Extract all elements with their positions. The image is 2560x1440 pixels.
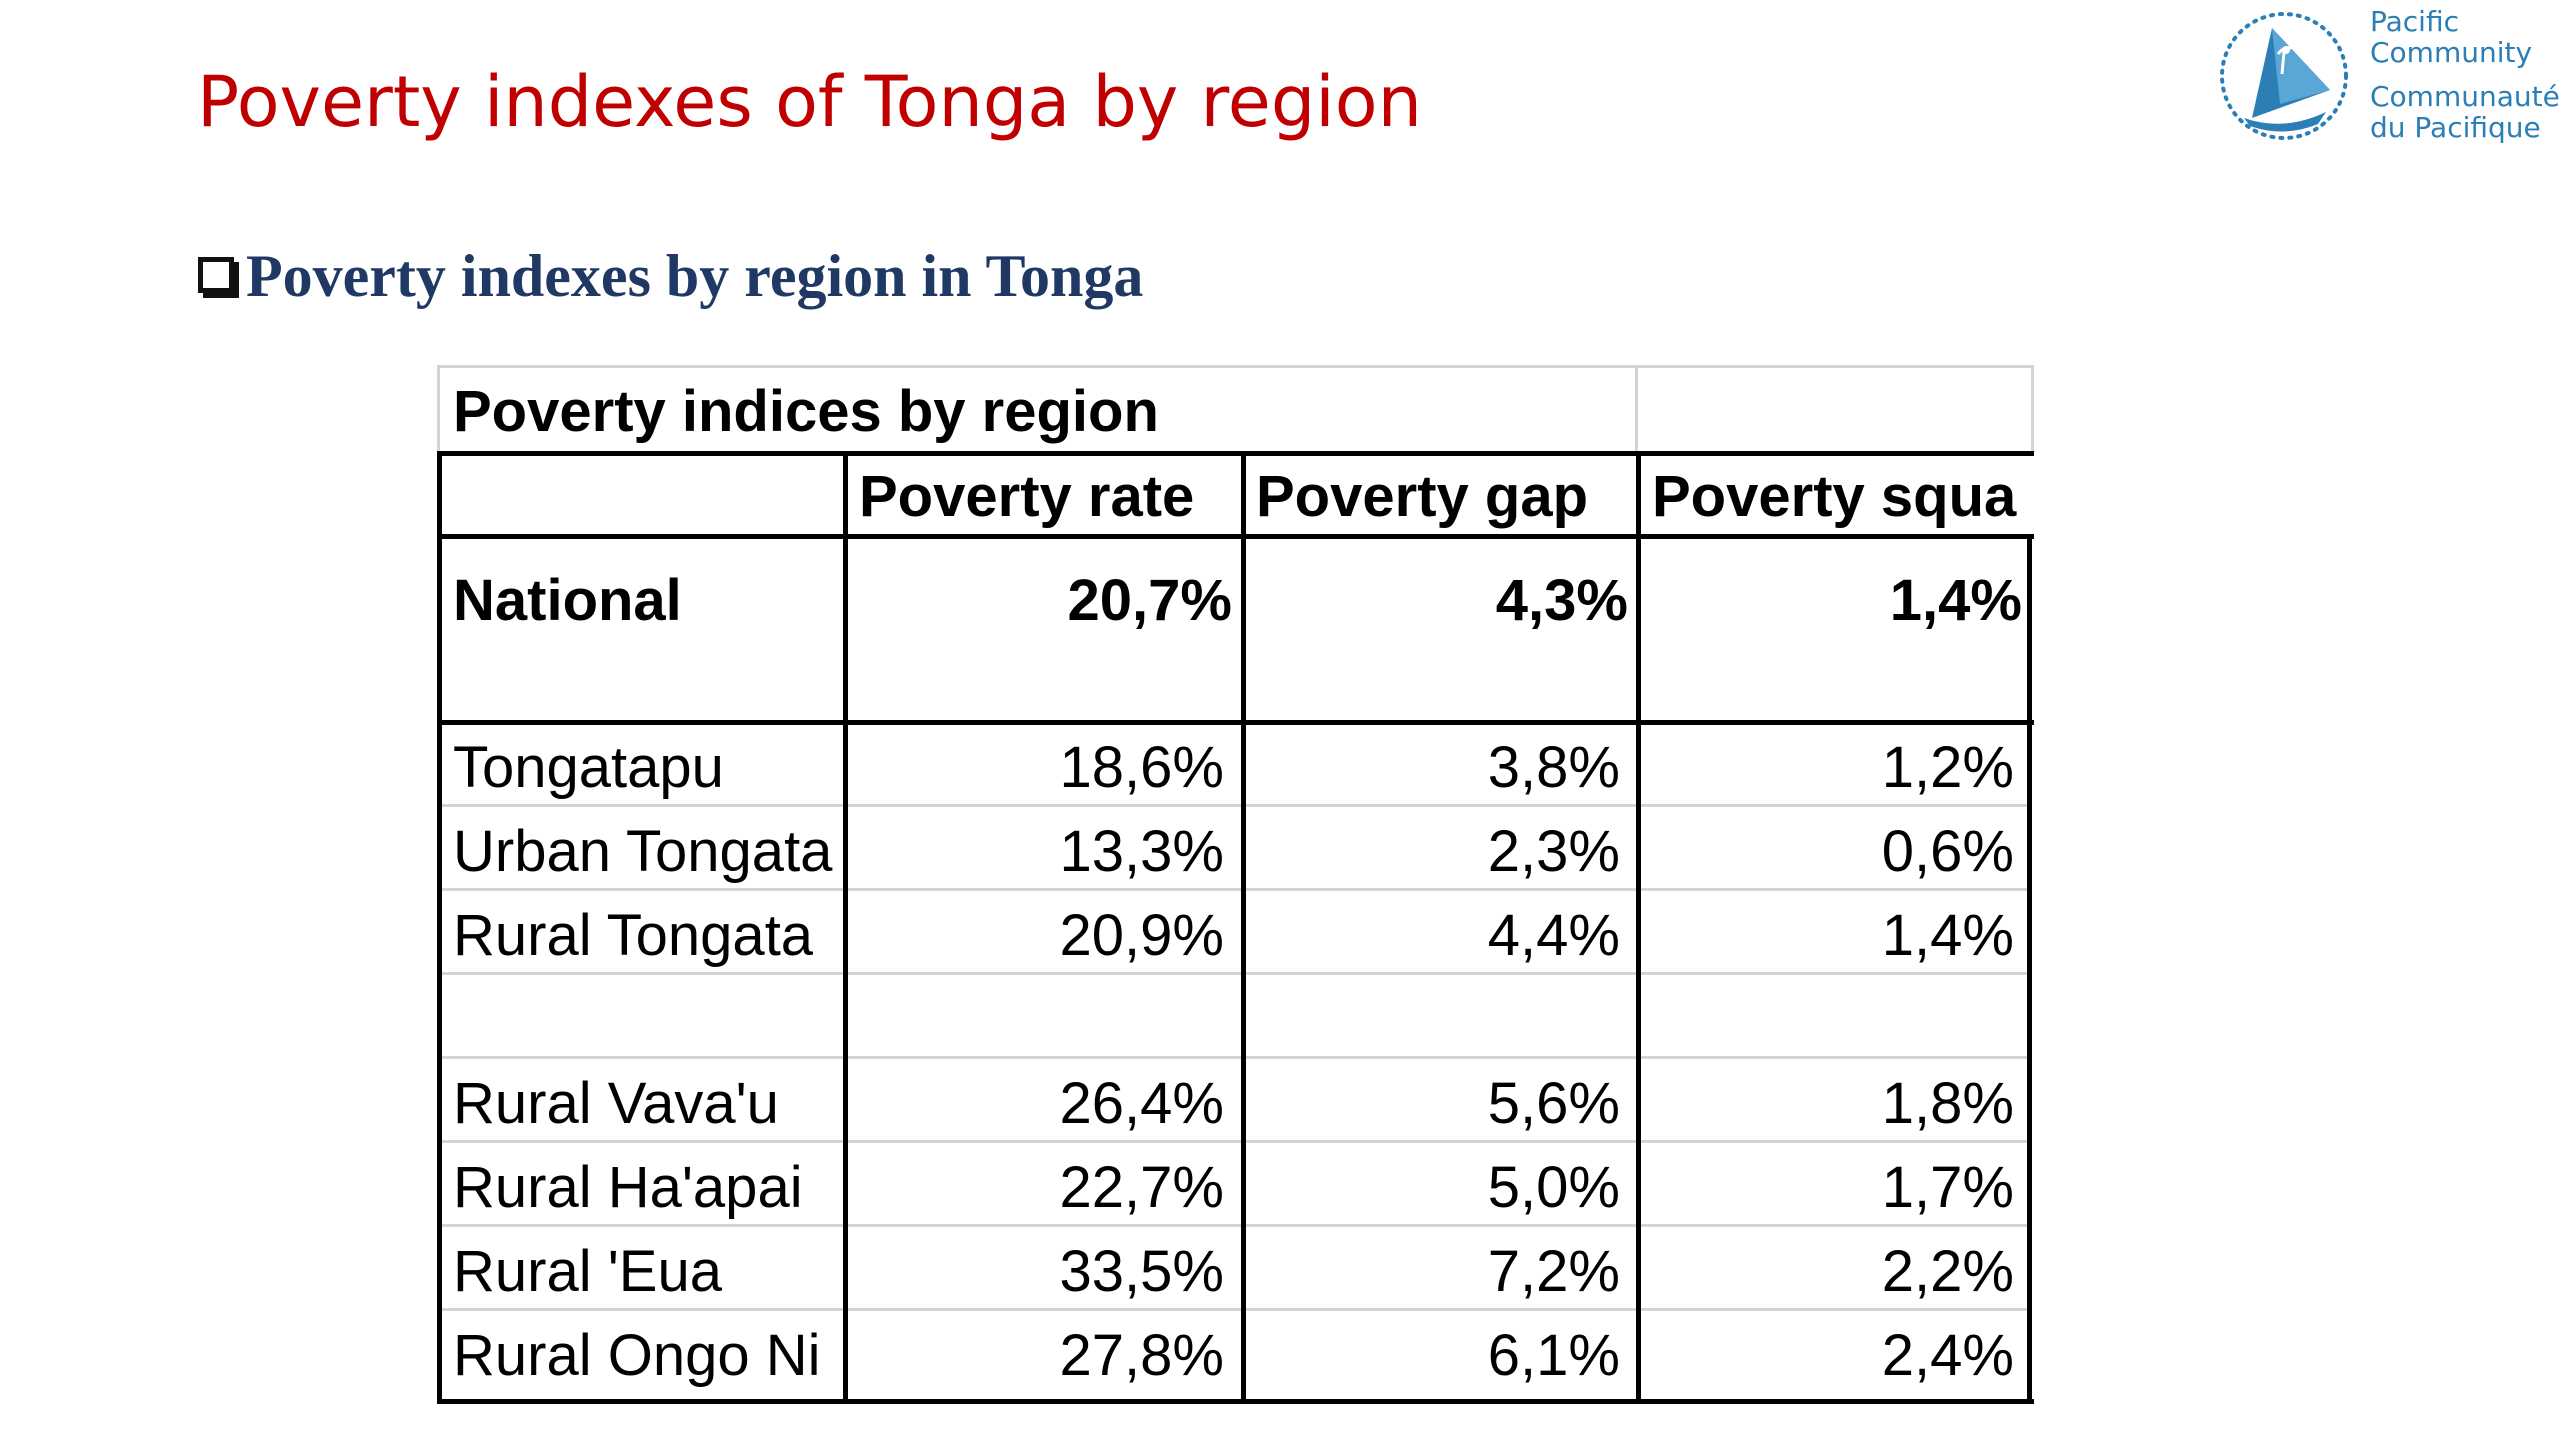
column-header-poverty-squared: Poverty squa [1652, 468, 2017, 529]
poverty-rate-value: 13,3% [1059, 823, 1224, 884]
table-border [1636, 451, 1641, 1404]
poverty-rate-value: 27,8% [1059, 1327, 1224, 1388]
region-label: Rural Vava'u [453, 1075, 779, 1136]
table-border [1635, 365, 1638, 453]
poverty-squared-value: 2,2% [1881, 1243, 2014, 1304]
poverty-gap-value: 3,8% [1487, 739, 1620, 800]
table-border [2027, 534, 2032, 1404]
checkbox-bullet-icon [198, 257, 234, 293]
table-border [442, 972, 2032, 975]
national-poverty-rate: 20,7% [1067, 572, 1232, 633]
spc-sail-logo-icon [2220, 12, 2348, 140]
poverty-squared-value: 1,2% [1881, 739, 2014, 800]
table-border [437, 720, 2034, 725]
poverty-squared-value: 1,7% [1881, 1159, 2014, 1220]
poverty-gap-value: 5,6% [1487, 1075, 1620, 1136]
table-border [437, 534, 2034, 539]
poverty-squared-value: 2,4% [1881, 1327, 2014, 1388]
poverty-gap-value: 5,0% [1487, 1159, 1620, 1220]
logo-line: Communauté [2370, 80, 2560, 113]
logo-line: du Pacifique [2370, 111, 2541, 144]
poverty-rate-value: 33,5% [1059, 1243, 1224, 1304]
poverty-table: Poverty indices by region Poverty rate P… [437, 365, 2034, 1407]
table-border [442, 888, 2032, 891]
table-border [1241, 451, 1246, 1404]
region-label: Urban Tongata [453, 823, 833, 884]
table-border [442, 1056, 2032, 1059]
bullet-heading: Poverty indexes by region in Tonga [198, 240, 1143, 312]
table-border [437, 1399, 2034, 1404]
logo-line: Pacific [2370, 5, 2459, 38]
table-border [442, 804, 2032, 807]
column-header-region [453, 468, 833, 538]
poverty-squared-value: 1,4% [1881, 907, 2014, 968]
table-border [437, 365, 2034, 368]
poverty-gap-value: 4,4% [1487, 907, 1620, 968]
table-border [843, 451, 848, 1404]
slide-title: Poverty indexes of Tonga by region [197, 61, 1422, 143]
table-border [442, 1224, 2032, 1227]
table-border [437, 365, 440, 453]
poverty-rate-value: 18,6% [1059, 739, 1224, 800]
table-border [2031, 365, 2034, 453]
column-header-poverty-gap: Poverty gap [1256, 468, 1588, 529]
poverty-rate-value: 20,9% [1059, 907, 1224, 968]
bullet-heading-text: Poverty indexes by region in Tonga [246, 243, 1144, 309]
national-label: National [453, 572, 682, 633]
pacific-community-logo: Pacific Community Communauté du Pacifiqu… [2210, 0, 2560, 160]
national-poverty-squared: 1,4% [1889, 572, 2022, 633]
column-header-poverty-rate: Poverty rate [859, 468, 1195, 529]
poverty-gap-value: 6,1% [1487, 1327, 1620, 1388]
table-border [437, 451, 2034, 456]
region-label: Rural Ha'apai [453, 1159, 803, 1220]
table-border [442, 1308, 2032, 1311]
poverty-gap-value: 2,3% [1487, 823, 1620, 884]
region-label: Rural 'Eua [453, 1243, 722, 1304]
table-caption: Poverty indices by region [453, 383, 1159, 444]
region-label: Rural Tongata [453, 907, 814, 968]
region-label: Rural Ongo Ni [453, 1327, 821, 1388]
poverty-squared-value: 1,8% [1881, 1075, 2014, 1136]
table-border [442, 1140, 2032, 1143]
table-border [437, 451, 442, 1404]
logo-text: Pacific Community Communauté du Pacifiqu… [2370, 6, 2560, 143]
logo-line: Community [2370, 36, 2533, 69]
poverty-rate-value: 26,4% [1059, 1075, 1224, 1136]
poverty-rate-value: 22,7% [1059, 1159, 1224, 1220]
national-poverty-gap: 4,3% [1495, 572, 1628, 633]
poverty-gap-value: 7,2% [1487, 1243, 1620, 1304]
region-label: Tongatapu [453, 739, 724, 800]
poverty-squared-value: 0,6% [1881, 823, 2014, 884]
